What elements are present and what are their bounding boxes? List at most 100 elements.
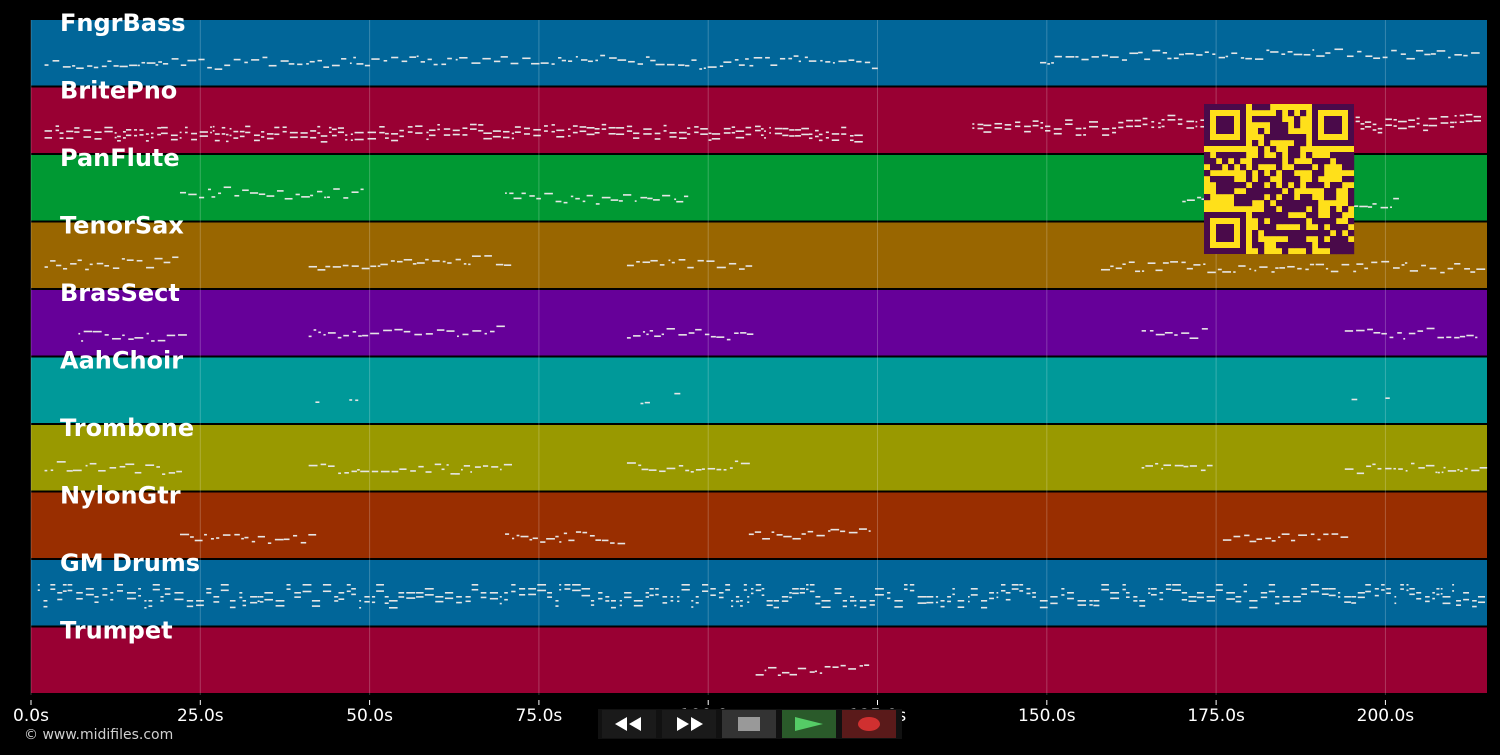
track-label: TenorSax: [60, 212, 184, 240]
fast-forward-icon: [677, 717, 703, 731]
note: [594, 127, 600, 130]
note: [170, 138, 178, 141]
note: [748, 533, 754, 536]
note: [1122, 588, 1126, 591]
stop-button[interactable]: [722, 710, 776, 738]
note: [76, 67, 84, 70]
note: [1149, 329, 1154, 332]
note: [1393, 125, 1397, 127]
note: [212, 125, 215, 128]
note: [830, 528, 840, 531]
note: [687, 127, 691, 129]
fast-forward-button[interactable]: [662, 710, 716, 738]
note: [1125, 596, 1130, 598]
note: [854, 140, 863, 143]
note: [286, 584, 291, 586]
note: [723, 127, 731, 130]
note: [388, 600, 398, 602]
note: [1303, 53, 1311, 56]
note: [1346, 55, 1354, 58]
note: [795, 135, 801, 137]
note: [894, 600, 903, 602]
track-lane-6: [31, 425, 1487, 491]
note: [435, 596, 444, 598]
play-button[interactable]: [782, 710, 836, 738]
note: [1443, 466, 1446, 469]
note: [1364, 267, 1369, 270]
note: [1416, 597, 1422, 600]
note: [980, 600, 988, 602]
note: [1464, 467, 1468, 470]
note: [638, 464, 642, 467]
note: [848, 668, 857, 670]
note: [1416, 117, 1420, 120]
note: [646, 333, 649, 336]
record-button[interactable]: [842, 710, 896, 738]
note: [663, 124, 667, 127]
note: [795, 129, 801, 131]
note: [1182, 200, 1186, 203]
note: [731, 126, 736, 128]
note: [55, 125, 60, 127]
note: [1371, 261, 1378, 264]
note: [471, 62, 481, 64]
note: [649, 594, 654, 597]
note: [751, 588, 754, 590]
note: [723, 132, 731, 134]
note: [412, 263, 417, 265]
note: [233, 137, 239, 139]
note: [171, 58, 179, 60]
note: [670, 596, 674, 598]
note: [1196, 596, 1204, 599]
qr-code[interactable]: [1204, 104, 1355, 255]
note: [745, 58, 749, 60]
note: [533, 134, 541, 137]
note: [403, 258, 413, 261]
note: [774, 132, 783, 135]
note: [1061, 588, 1065, 590]
note: [521, 192, 526, 195]
note: [332, 128, 337, 131]
note: [718, 592, 724, 594]
note: [83, 330, 93, 333]
note: [164, 593, 171, 595]
note: [119, 65, 128, 68]
note: [1476, 268, 1486, 270]
note: [512, 537, 515, 540]
note: [1165, 584, 1172, 586]
note: [437, 123, 440, 126]
note: [546, 538, 555, 540]
note: [666, 467, 676, 470]
note: [1181, 261, 1186, 264]
note: [1270, 51, 1279, 53]
note: [1185, 52, 1194, 55]
note: [190, 536, 194, 538]
note: [617, 59, 627, 61]
note: [128, 338, 134, 340]
note: [1026, 588, 1031, 590]
rewind-button[interactable]: [602, 710, 656, 738]
note: [44, 130, 52, 132]
note: [357, 469, 360, 471]
note: [511, 132, 515, 135]
note: [1093, 604, 1100, 607]
note: [66, 470, 73, 472]
note: [735, 136, 745, 139]
note: [470, 128, 477, 130]
note: [561, 59, 567, 62]
note: [590, 604, 595, 606]
note: [1470, 271, 1476, 273]
note: [909, 589, 915, 592]
note: [138, 588, 142, 590]
note: [1050, 602, 1058, 605]
note: [176, 470, 182, 473]
note: [1128, 261, 1135, 264]
note: [1404, 262, 1408, 264]
note: [245, 131, 251, 134]
note: [493, 60, 501, 63]
note: [341, 58, 347, 60]
note: [1360, 128, 1365, 130]
note: [1317, 538, 1321, 541]
note: [1353, 270, 1357, 273]
note: [691, 606, 694, 608]
